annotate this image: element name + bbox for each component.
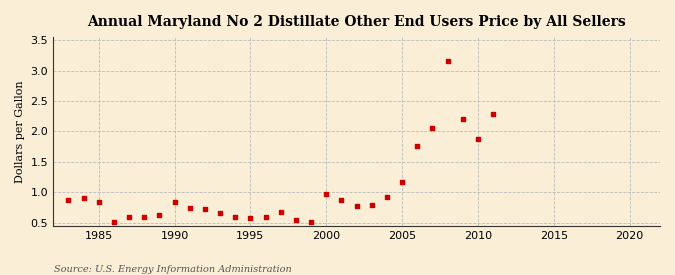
Point: [472, 137, 483, 142]
Point: [442, 59, 453, 64]
Y-axis label: Dollars per Gallon: Dollars per Gallon: [15, 80, 25, 183]
Point: [245, 216, 256, 220]
Point: [290, 218, 301, 222]
Point: [169, 200, 180, 204]
Point: [412, 144, 423, 148]
Point: [200, 207, 211, 212]
Point: [260, 214, 271, 219]
Point: [351, 204, 362, 209]
Point: [124, 214, 134, 219]
Point: [321, 191, 331, 196]
Point: [367, 202, 377, 207]
Point: [427, 126, 438, 130]
Point: [154, 213, 165, 217]
Point: [109, 219, 119, 224]
Title: Annual Maryland No 2 Distillate Other End Users Price by All Sellers: Annual Maryland No 2 Distillate Other En…: [87, 15, 626, 29]
Point: [184, 205, 195, 210]
Point: [215, 211, 225, 215]
Point: [63, 198, 74, 202]
Point: [139, 214, 150, 219]
Point: [336, 198, 347, 202]
Point: [488, 112, 499, 116]
Point: [78, 196, 89, 201]
Text: Source: U.S. Energy Information Administration: Source: U.S. Energy Information Administ…: [54, 265, 292, 274]
Point: [275, 210, 286, 214]
Point: [306, 219, 317, 224]
Point: [381, 194, 392, 199]
Point: [397, 180, 408, 184]
Point: [93, 200, 104, 204]
Point: [458, 117, 468, 122]
Point: [230, 214, 240, 219]
